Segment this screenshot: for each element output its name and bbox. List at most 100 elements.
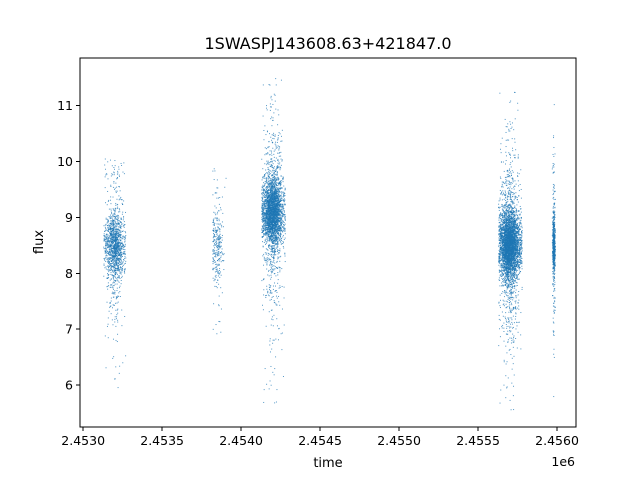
scatter-point [119, 256, 121, 258]
scatter-point [267, 162, 269, 164]
scatter-point [120, 279, 122, 281]
scatter-point [111, 292, 113, 294]
scatter-point [117, 387, 119, 389]
scatter-point [108, 225, 110, 227]
scatter-point [109, 258, 111, 260]
scatter-point [118, 186, 120, 188]
scatter-point [272, 339, 274, 341]
scatter-point [263, 185, 265, 187]
scatter-point [119, 264, 121, 266]
scatter-point [279, 213, 281, 215]
scatter-point [124, 241, 126, 243]
scatter-point [213, 218, 215, 220]
scatter-point [283, 185, 285, 187]
scatter-point [117, 228, 119, 230]
scatter-point [275, 194, 277, 196]
scatter-point [116, 215, 118, 217]
scatter-point [122, 265, 124, 267]
scatter-point [114, 272, 116, 274]
scatter-point [272, 227, 274, 229]
scatter-point [109, 226, 111, 228]
scatter-point [271, 248, 273, 250]
scatter-point [274, 197, 276, 199]
scatter-point [274, 200, 276, 202]
scatter-point [116, 190, 118, 192]
scatter-point [262, 185, 264, 187]
scatter-point [278, 207, 280, 209]
scatter-point [279, 216, 281, 218]
scatter-point [263, 177, 265, 179]
scatter-point [267, 219, 269, 221]
scatter-point [123, 246, 125, 248]
scatter-point [268, 237, 270, 239]
scatter-point [277, 171, 279, 173]
scatter-point [262, 304, 263, 306]
scatter-point [124, 268, 126, 270]
scatter-point [103, 258, 105, 260]
scatter-point [262, 241, 264, 243]
scatter-point [110, 251, 112, 253]
scatter-point [114, 318, 116, 320]
scatter-point [272, 209, 274, 211]
scatter-point [113, 182, 115, 184]
scatter-point [121, 199, 123, 201]
scatter-point [114, 247, 116, 249]
scatter-point [111, 265, 113, 267]
scatter-point [273, 215, 275, 217]
scatter-point [276, 215, 278, 217]
scatter-point [272, 225, 274, 227]
scatter-point [110, 239, 112, 241]
scatter-point [270, 170, 272, 172]
scatter-point [214, 217, 216, 219]
scatter-point [267, 180, 269, 182]
scatter-point [112, 253, 114, 255]
scatter-point [107, 239, 109, 241]
scatter-point [214, 279, 216, 281]
scatter-point [119, 225, 121, 227]
scatter-point [267, 182, 269, 184]
scatter-point [117, 172, 119, 174]
scatter-point [265, 195, 267, 197]
scatter-point [277, 198, 279, 200]
scatter-point [263, 222, 265, 224]
scatter-point [112, 288, 114, 290]
scatter-point [221, 292, 223, 294]
scatter-point [268, 214, 270, 216]
scatter-point [261, 192, 263, 194]
scatter-point [110, 233, 112, 235]
scatter-point [263, 175, 265, 177]
scatter-point [115, 318, 117, 320]
scatter-point [279, 214, 281, 216]
scatter-point [274, 209, 276, 211]
scatter-point [276, 166, 278, 168]
scatter-point [266, 208, 268, 210]
scatter-point [268, 199, 270, 201]
scatter-point [218, 304, 220, 306]
scatter-point [276, 195, 278, 197]
scatter-point [217, 227, 219, 229]
scatter-point [114, 211, 116, 213]
scatter-point [125, 235, 127, 237]
scatter-point [220, 287, 222, 289]
scatter-point [264, 212, 266, 214]
scatter-point [118, 168, 120, 170]
scatter-point [119, 249, 121, 251]
scatter-point [120, 223, 122, 225]
scatter-point [263, 190, 265, 192]
scatter-point [265, 177, 267, 179]
scatter-point [217, 255, 218, 257]
scatter-point [217, 237, 219, 239]
scatter-point [267, 177, 269, 179]
scatter-point [269, 201, 271, 203]
scatter-point [279, 133, 281, 135]
scatter-point [271, 222, 273, 224]
scatter-point [274, 236, 276, 238]
scatter-point [116, 225, 118, 227]
scatter-point [281, 214, 283, 216]
scatter-point [218, 236, 220, 238]
scatter-point [117, 277, 119, 279]
scatter-point [276, 209, 278, 211]
scatter-point [113, 223, 115, 225]
scatter-point [271, 174, 273, 176]
scatter-point [273, 258, 275, 260]
